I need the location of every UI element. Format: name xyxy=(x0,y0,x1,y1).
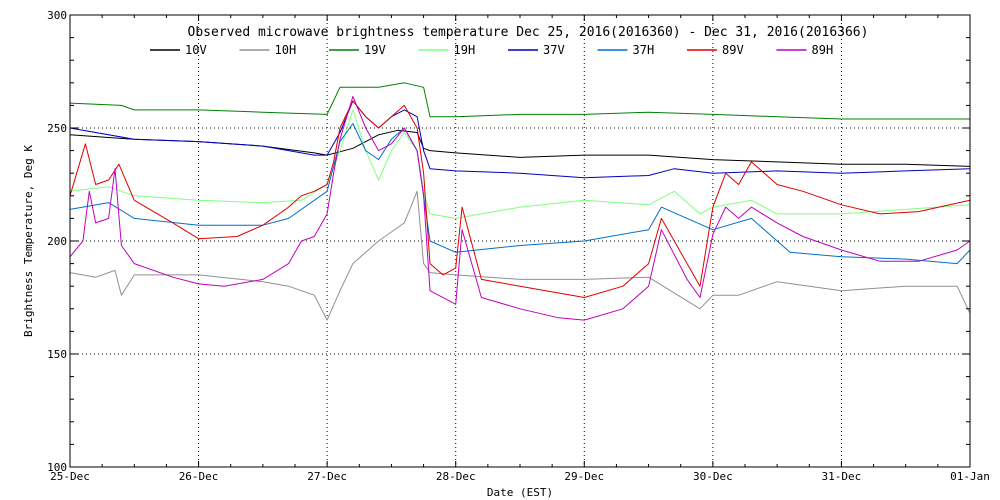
y-tick-label: 250 xyxy=(47,122,67,135)
axis-ticks xyxy=(69,14,971,468)
x-tick-label: 26-Dec xyxy=(179,470,219,483)
series-line-10h xyxy=(69,190,971,321)
legend-label-89h: 89H xyxy=(812,43,834,57)
legend-label-37h: 37H xyxy=(633,43,655,57)
series-line-37v xyxy=(69,100,971,179)
y-tick-label: 300 xyxy=(47,9,67,22)
y-axis-title: Brightness Temperature, Deg K xyxy=(22,145,35,337)
legend-label-10h: 10H xyxy=(275,43,297,57)
x-tick-label: 29-Dec xyxy=(564,470,604,483)
series-line-19v xyxy=(69,82,970,120)
x-tick-label: 25-Dec xyxy=(50,470,90,483)
legend-label-10v: 10V xyxy=(185,43,207,57)
series-line-89v xyxy=(69,100,971,298)
legend-label-19h: 19H xyxy=(454,43,476,57)
y-tick-label: 150 xyxy=(47,348,67,361)
x-tick-label: 01-Jan xyxy=(950,470,990,483)
legend-label-89v: 89V xyxy=(722,43,744,57)
series-line-89h xyxy=(69,95,971,321)
chart-title: Observed microwave brightness temperatur… xyxy=(188,25,869,40)
legend-label-37v: 37V xyxy=(543,43,565,57)
axis-labels: 25-Dec 26-Dec 27-Dec 28-Dec 29-Dec 30-Dec 31-D… xyxy=(47,9,990,483)
x-tick-label: 27-Dec xyxy=(307,470,347,483)
legend: 10V 10H 19V 19H 37V 37H 89V 89H xyxy=(150,43,833,57)
y-tick-label: 100 xyxy=(47,461,67,474)
grid xyxy=(70,15,970,467)
x-tick-label: 28-Dec xyxy=(436,470,476,483)
x-tick-label: 31-Dec xyxy=(822,470,862,483)
series-line-37h xyxy=(69,123,971,265)
x-tick-label: 30-Dec xyxy=(693,470,733,483)
series-line-10v xyxy=(69,129,971,167)
series-group xyxy=(69,82,971,321)
y-tick-label: 200 xyxy=(47,235,67,248)
x-axis-title: Date (EST) xyxy=(487,486,553,499)
legend-label-19v: 19V xyxy=(364,43,386,57)
